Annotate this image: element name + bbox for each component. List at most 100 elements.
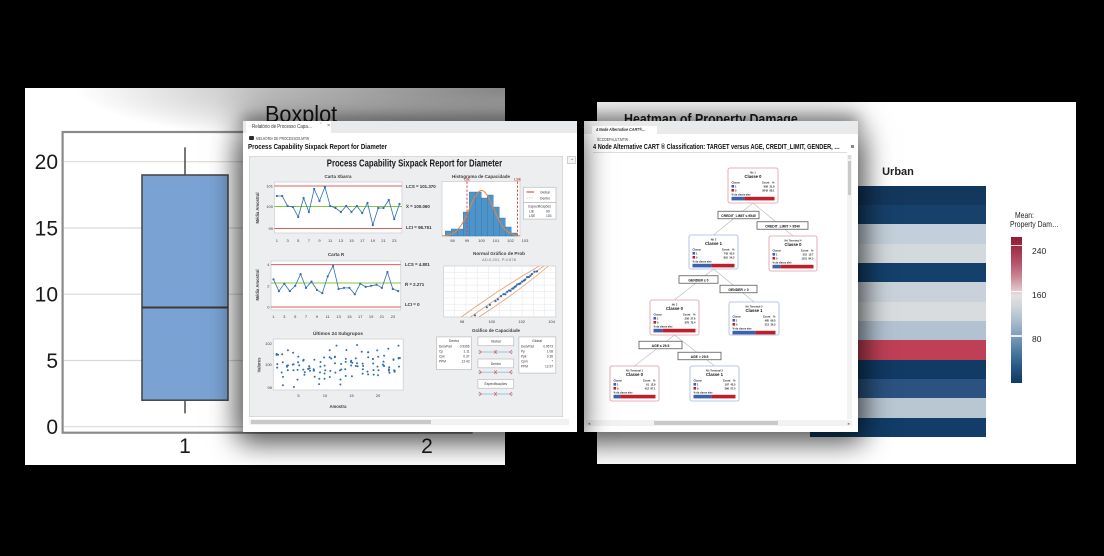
svg-text:Nó Terminal 4: Nó Terminal 4 — [785, 238, 803, 242]
svg-text:Process Capability Sixpack Rep: Process Capability Sixpack Report for Di… — [327, 158, 502, 170]
svg-text:20: 20 — [35, 151, 58, 174]
svg-text:Nó Terminal 1: Nó Terminal 1 — [626, 368, 644, 372]
svg-text:100: 100 — [488, 319, 495, 324]
svg-text:% da classe alvo: % da classe alvo — [773, 262, 793, 265]
svg-text:Count %: Count % — [763, 314, 776, 318]
svg-text:Count %: Count % — [722, 247, 735, 251]
svg-text:678 72.4: 678 72.4 — [685, 320, 696, 324]
svg-text:Count %: Count % — [683, 312, 696, 316]
svg-text:R̅ = 2.271: R̅ = 2.271 — [404, 282, 424, 287]
svg-text:0: 0 — [735, 188, 737, 192]
svg-text:Especificações: Especificações — [528, 205, 551, 209]
svg-text:5: 5 — [297, 393, 300, 398]
svg-text:Nó 3: Nó 3 — [672, 302, 678, 306]
svg-text:215 15.7: 215 15.7 — [803, 252, 814, 256]
svg-text:Amostra: Amostra — [330, 404, 348, 409]
svg-text:Nó 2: Nó 2 — [711, 237, 717, 241]
svg-text:21: 21 — [381, 238, 386, 243]
svg-text:Carta R: Carta R — [328, 252, 345, 257]
svg-text:GENDER > 0: GENDER > 0 — [728, 288, 748, 292]
svg-text:1: 1 — [697, 382, 699, 386]
svg-text:0.9366: 0.9366 — [460, 345, 470, 349]
svg-text:891 54.5: 891 54.5 — [724, 255, 735, 259]
svg-text:5: 5 — [297, 238, 300, 243]
svg-text:X̅ = 100.060: X̅ = 100.060 — [405, 204, 430, 209]
svg-text:102: 102 — [265, 341, 272, 346]
svg-text:103: 103 — [546, 214, 552, 218]
svg-text:LCI = 0: LCI = 0 — [405, 302, 420, 307]
svg-text:GENDER ≤ 0: GENDER ≤ 0 — [688, 278, 708, 282]
svg-text:20: 20 — [376, 393, 381, 398]
svg-text:100: 100 — [478, 238, 485, 243]
svg-text:15: 15 — [349, 238, 354, 243]
svg-text:213 30.5: 213 30.5 — [765, 322, 776, 326]
svg-text:12.97: 12.97 — [545, 365, 553, 369]
svg-text:Carta Xbarra: Carta Xbarra — [325, 174, 352, 179]
svg-text:Média Amostral: Média Amostral — [255, 269, 260, 300]
svg-text:102: 102 — [507, 238, 514, 243]
svg-text:% da classe alvo: % da classe alvo — [614, 392, 634, 395]
svg-text:485 69.5: 485 69.5 — [765, 318, 776, 322]
svg-text:0: 0 — [617, 386, 619, 390]
svg-text:PPM: PPM — [521, 365, 528, 369]
svg-text:DesvPad: DesvPad — [521, 345, 534, 349]
svg-text:Dentro: Dentro — [491, 362, 501, 366]
svg-text:13.43: 13.43 — [462, 360, 470, 364]
svg-text:13: 13 — [339, 238, 344, 243]
svg-text:15: 15 — [347, 314, 352, 319]
svg-text:61 12.9: 61 12.9 — [646, 382, 656, 386]
svg-text:Cpm: Cpm — [521, 360, 528, 364]
svg-text:0: 0 — [46, 416, 58, 439]
svg-text:2: 2 — [421, 435, 433, 458]
svg-text:2042 68.1: 2042 68.1 — [762, 188, 775, 192]
svg-text:1: 1 — [272, 314, 275, 319]
svg-text:7: 7 — [305, 314, 308, 319]
svg-text:Normal Gráfico de Prob: Normal Gráfico de Prob — [473, 251, 525, 256]
svg-text:LIE: LIE — [464, 178, 470, 182]
svg-text:13: 13 — [336, 314, 341, 319]
svg-text:% da classe alvo: % da classe alvo — [654, 326, 674, 329]
svg-text:Dentro: Dentro — [540, 197, 550, 201]
svg-text:1: 1 — [735, 184, 737, 188]
svg-text:Classe: Classe — [773, 248, 782, 252]
svg-text:11: 11 — [328, 238, 333, 243]
svg-text:0: 0 — [736, 322, 738, 326]
svg-text:100: 100 — [265, 362, 272, 367]
svg-text:% da classe alvo: % da classe alvo — [693, 261, 713, 264]
svg-text:Nó Terminal 3: Nó Terminal 3 — [746, 304, 764, 308]
svg-text:100: 100 — [266, 204, 273, 209]
svg-text:Count %: Count % — [762, 180, 775, 184]
svg-text:958 31.9: 958 31.9 — [764, 184, 775, 188]
svg-text:9: 9 — [316, 314, 319, 319]
svg-text:CREDIT_LIMIT > 9540: CREDIT_LIMIT > 9540 — [765, 224, 800, 228]
svg-text:Classe 0: Classe 0 — [666, 306, 684, 311]
svg-text:Últimos 24 Subgrupos: Últimos 24 Subgrupos — [313, 330, 363, 336]
svg-text:0.36: 0.36 — [547, 355, 553, 359]
svg-text:103: 103 — [522, 238, 529, 243]
svg-text:0: 0 — [696, 255, 698, 259]
svg-text:0: 0 — [267, 305, 270, 310]
svg-text:21: 21 — [380, 314, 385, 319]
svg-text:LCS = 4.801: LCS = 4.801 — [405, 262, 430, 267]
svg-text:15: 15 — [35, 217, 58, 240]
svg-text:% da classe alvo: % da classe alvo — [733, 328, 753, 331]
svg-text:1: 1 — [179, 435, 191, 458]
svg-text:0.9573: 0.9573 — [543, 345, 553, 349]
svg-text:DesvPad: DesvPad — [439, 345, 452, 349]
svg-text:Nó 1: Nó 1 — [750, 170, 756, 174]
svg-text:17: 17 — [360, 238, 365, 243]
svg-text:0: 0 — [697, 386, 699, 390]
svg-text:Global: Global — [540, 191, 550, 195]
svg-text:99: 99 — [546, 210, 550, 214]
svg-text:Valores: Valores — [257, 357, 262, 373]
svg-text:0.37: 0.37 — [463, 355, 469, 359]
svg-text:Pp: Pp — [521, 350, 525, 354]
svg-text:Classe 1: Classe 1 — [705, 241, 723, 246]
svg-text:AGE > 29.5: AGE > 29.5 — [691, 355, 709, 359]
svg-text:99: 99 — [465, 238, 470, 243]
svg-text:5: 5 — [294, 314, 297, 319]
svg-text:99: 99 — [269, 226, 274, 231]
svg-text:Cpk: Cpk — [439, 355, 445, 359]
svg-text:Classe: Classe — [694, 378, 703, 382]
svg-text:743 45.5: 743 45.5 — [724, 251, 735, 255]
